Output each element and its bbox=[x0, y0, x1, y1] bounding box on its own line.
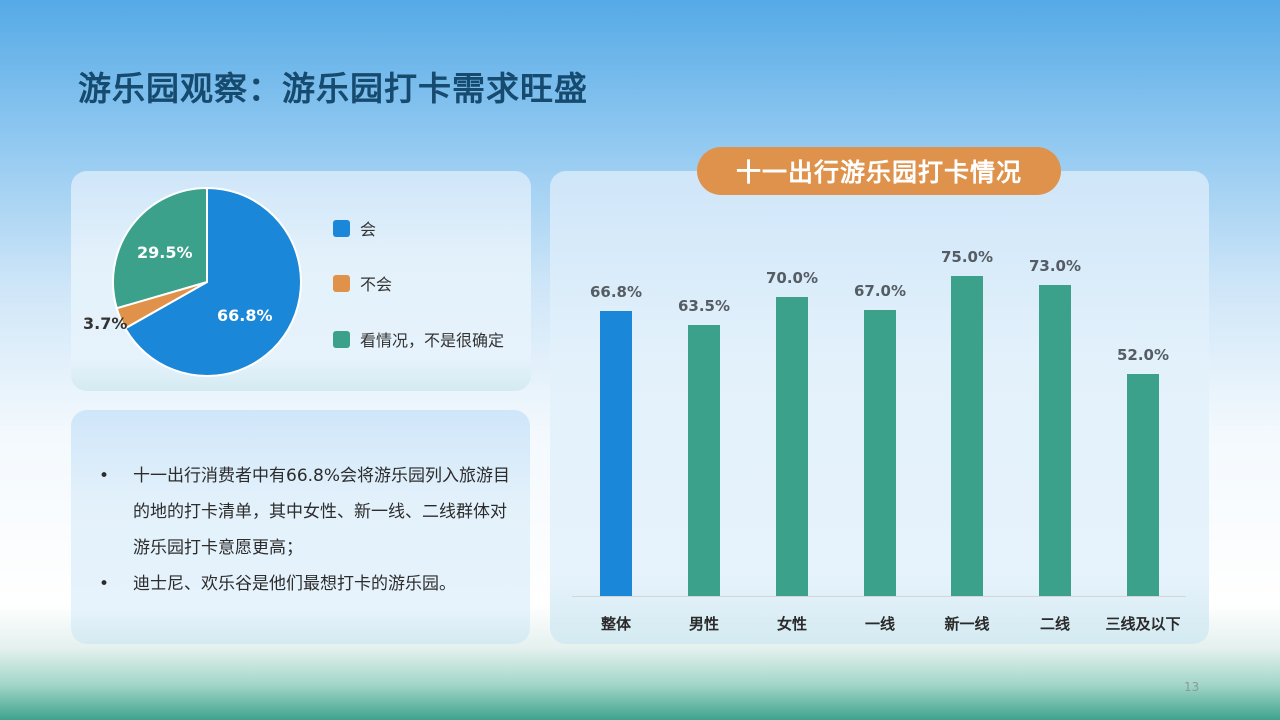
legend-item-yes: 会 bbox=[333, 216, 376, 240]
bar-male bbox=[688, 325, 720, 596]
x-axis-category-label: 三线及以下 bbox=[1105, 615, 1181, 633]
bar-new-tier1 bbox=[951, 276, 983, 596]
bar-tier3-below bbox=[1127, 374, 1159, 596]
x-axis-category-label: 男性 bbox=[688, 615, 719, 633]
x-axis-category-label: 二线 bbox=[1039, 615, 1070, 633]
bar-tier1 bbox=[864, 310, 896, 596]
x-axis-category-label: 一线 bbox=[864, 615, 895, 633]
x-axis-category-label: 新一线 bbox=[944, 615, 990, 633]
bar-value-label: 73.0% bbox=[1028, 257, 1082, 275]
pie-label-unsure: 29.5% bbox=[137, 243, 193, 262]
legend-swatch-unsure bbox=[333, 330, 350, 348]
legend-swatch-no bbox=[333, 274, 350, 292]
pie-slice-unsure bbox=[112, 186, 208, 310]
bar-value-label: 67.0% bbox=[853, 282, 907, 300]
bar-overall bbox=[600, 311, 632, 596]
x-axis-line bbox=[572, 596, 1186, 597]
summary-bullet-list: • 十一出行消费者中有66.8%会将游乐园列入旅游目的地的打卡清单，其中女性、新… bbox=[99, 458, 519, 602]
pie-chart-panel: 66.8% 29.5% 3.7% 会 不会 看情况，不是很确定 bbox=[71, 171, 531, 391]
bar-female bbox=[776, 297, 808, 596]
bullet-icon: • bbox=[99, 574, 110, 594]
summary-bullet: • 迪士尼、欢乐谷是他们最想打卡的游乐园。 bbox=[99, 566, 519, 602]
pie-label-no: 3.7% bbox=[83, 314, 128, 333]
x-axis-category-label: 女性 bbox=[776, 615, 807, 633]
bullet-text: 十一出行消费者中有66.8%会将游乐园列入旅游目的地的打卡清单，其中女性、新一线… bbox=[133, 466, 511, 558]
bar-tier2 bbox=[1039, 285, 1071, 596]
summary-panel: • 十一出行消费者中有66.8%会将游乐园列入旅游目的地的打卡清单，其中女性、新… bbox=[71, 410, 530, 644]
bar-value-label: 70.0% bbox=[765, 269, 819, 287]
bar-value-label: 63.5% bbox=[677, 297, 731, 315]
pie-chart bbox=[112, 186, 302, 377]
legend-item-unsure: 看情况，不是很确定 bbox=[333, 327, 504, 351]
bullet-text: 迪士尼、欢乐谷是他们最想打卡的游乐园。 bbox=[133, 574, 456, 594]
legend-label: 会 bbox=[360, 220, 377, 239]
bullet-icon: • bbox=[99, 466, 110, 486]
pie-label-yes: 66.8% bbox=[217, 306, 273, 325]
summary-bullet: • 十一出行消费者中有66.8%会将游乐园列入旅游目的地的打卡清单，其中女性、新… bbox=[99, 458, 519, 566]
legend-swatch-yes bbox=[333, 219, 350, 237]
legend-item-no: 不会 bbox=[333, 271, 392, 295]
bar-value-label: 52.0% bbox=[1116, 346, 1170, 364]
pie-slice-yes bbox=[123, 186, 302, 377]
x-axis-category-label: 整体 bbox=[600, 615, 631, 633]
bar-chart-title: 十一出行游乐园打卡情况 bbox=[697, 147, 1061, 195]
slide-title: 游乐园观察：游乐园打卡需求旺盛 bbox=[78, 69, 588, 108]
bar-value-label: 66.8% bbox=[589, 283, 643, 301]
legend-label: 看情况，不是很确定 bbox=[360, 331, 505, 350]
page-number: 13 bbox=[1184, 680, 1200, 694]
bar-value-label: 75.0% bbox=[940, 248, 994, 266]
legend-label: 不会 bbox=[360, 275, 393, 294]
